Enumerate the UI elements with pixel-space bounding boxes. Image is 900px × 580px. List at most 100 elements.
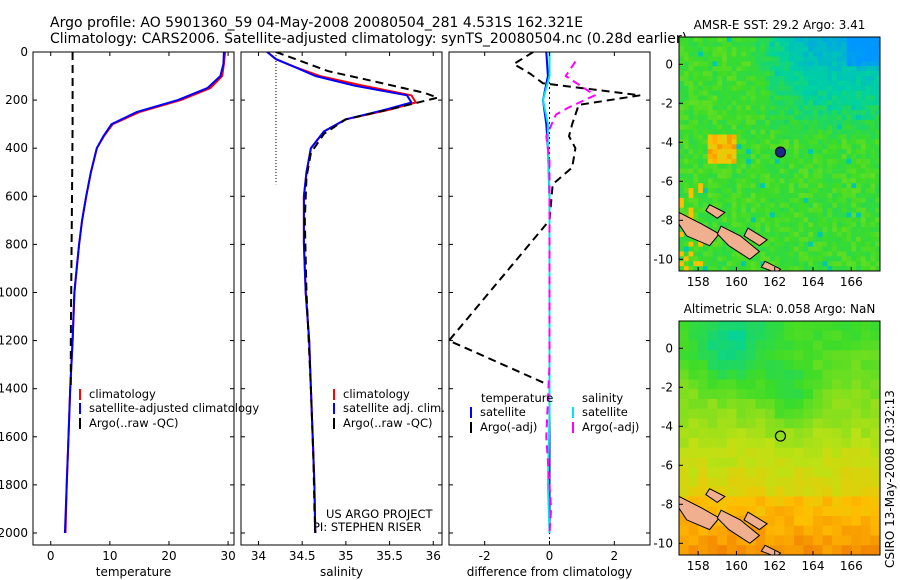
map-cell [851,149,857,155]
map-cell [702,193,709,199]
map-cell [832,467,843,478]
map-cell [717,90,723,97]
credit-label: CSIRO 13-May-2008 10:32:13 [883,390,897,568]
map-cell [846,95,852,101]
map-cell [784,251,790,257]
map-cell [765,71,771,77]
map-cell [726,90,733,97]
map-cell [726,158,733,165]
map-cell [722,149,728,155]
map-cell [822,183,828,189]
map-cell [860,251,867,257]
map-cell [698,340,709,351]
map-cell [784,477,795,488]
map-cell [707,100,714,106]
map-cell [679,168,685,175]
map-cell [769,197,776,204]
map-cell [822,486,833,498]
map-cell [774,183,781,189]
map-cell [813,129,819,136]
map-cell [707,56,714,62]
map-cell [765,154,771,160]
map-cell [860,139,867,145]
map-cell [693,202,699,209]
map-cell [765,418,776,429]
map-cell [717,350,728,361]
map-cell [784,496,795,507]
map-cell [765,46,771,53]
map-cell [865,154,872,160]
map-cell [741,66,747,72]
map-cell [822,95,828,101]
map-cell [712,261,718,267]
map-cell [755,496,766,507]
map-cell [798,134,805,140]
map-cell [769,56,776,62]
map-cell [693,95,699,101]
map-cell [836,134,843,140]
map-cell [679,163,685,170]
map-cell [851,360,862,371]
map-cell [851,241,857,248]
x-tick-label: 164 [802,275,825,289]
map-cell [808,134,814,140]
map-cell [765,438,776,449]
map-cell [803,124,809,131]
map-cell [832,212,838,218]
map-cell [731,41,738,48]
map-cell [817,90,824,97]
map-cell [851,232,857,238]
map-cell [851,129,857,136]
map-cell [822,457,833,468]
map-cell [683,202,690,209]
map-cell [803,41,809,48]
map-cell [693,85,699,92]
map-cell [722,246,728,253]
map-cell [784,389,795,400]
map-cell [779,256,785,262]
map-cell [860,149,867,155]
map-cell [865,236,872,243]
map-cell [702,80,709,87]
map-cell [774,105,781,111]
map-cell [860,545,872,555]
map-cell [750,144,757,150]
map-cell [765,66,771,72]
map-cell [789,80,795,87]
map-cell [822,535,833,546]
map-cell [746,457,757,468]
map-cell [774,496,785,507]
map-cell [736,61,742,67]
map-cell [688,212,694,218]
map-cell [722,154,728,160]
map-cell [803,66,809,72]
map-cell [717,486,728,498]
map-cell [688,110,694,116]
map-cell [741,168,747,175]
map-cell [851,486,862,498]
map-cell [722,95,728,101]
map-cell [765,173,771,179]
map-cell [870,350,880,361]
map-cell [679,447,690,459]
map-cell [841,202,848,209]
map-cell [707,340,718,351]
map-cell [746,115,752,121]
map-cell [707,251,714,257]
map-cell [841,379,852,390]
map-cell [870,46,876,53]
map-cell [736,350,747,361]
map-cell [717,71,723,77]
map-cell [784,418,795,429]
map-cell [813,321,824,332]
map-cell [789,188,795,194]
map-cell [679,266,685,271]
map-cell [832,178,838,184]
map-cell [836,178,843,184]
map-cell [832,428,843,439]
map-cell [784,207,790,214]
map-cell [841,389,852,400]
map-cell [836,163,843,170]
map-cell [841,545,852,555]
map-cell [707,506,718,517]
